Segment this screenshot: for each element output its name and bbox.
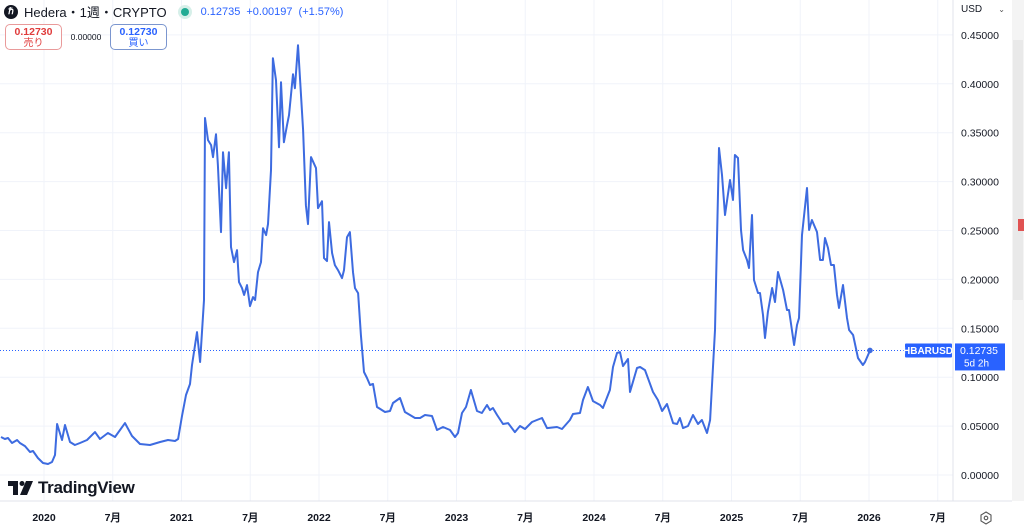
- series-line-hbarusd: [0, 44, 871, 465]
- last-price-label: HBARUSD 0.12735 5d 2h: [903, 343, 1005, 371]
- y-tick-label: 0.35000: [961, 128, 999, 140]
- x-tick-label: 2021: [170, 512, 194, 524]
- sell-label: 売り: [23, 38, 44, 49]
- x-tick-label: 7月: [105, 512, 121, 524]
- y-tick-label: 0.05000: [961, 421, 999, 433]
- x-tick-label: 7月: [655, 512, 671, 524]
- currency-label: USD: [961, 4, 983, 15]
- y-tick-label: 0.20000: [961, 274, 999, 286]
- x-tick-label: 7月: [792, 512, 808, 524]
- buy-label: 買い: [128, 38, 149, 49]
- last-point-marker: [867, 347, 873, 354]
- x-tick-label: 2025: [720, 512, 744, 524]
- y-tick-label: 0.00000: [961, 470, 999, 482]
- alert-marker[interactable]: [1018, 219, 1024, 231]
- y-tick-label: 0.15000: [961, 323, 999, 335]
- ticker-label: HBARUSD: [903, 346, 953, 357]
- tradingview-logo-icon: [8, 481, 33, 495]
- brand-name: TradingView: [38, 478, 135, 497]
- spread-value: 0.00000: [70, 32, 102, 42]
- currency-selector[interactable]: USD ⌄: [957, 1, 1009, 18]
- x-tick-label: 7月: [930, 512, 946, 524]
- chevron-down-icon: ⌄: [998, 5, 1005, 14]
- trade-buttons: 0.12730 売り 0.00000 0.12730 買い: [5, 24, 167, 50]
- price-scale-handle[interactable]: [1013, 40, 1023, 300]
- x-tick-label: 2020: [32, 512, 56, 524]
- x-tick-label: 2024: [582, 512, 606, 524]
- settings-gear-icon[interactable]: [979, 511, 993, 525]
- price-change: +0.00197: [246, 5, 293, 18]
- price-label-box: [955, 343, 1005, 371]
- buy-button[interactable]: 0.12730 買い: [110, 24, 167, 50]
- x-tick-label: 2026: [857, 512, 881, 524]
- y-tick-label: 0.10000: [961, 372, 999, 384]
- x-tick-label: 7月: [517, 512, 533, 524]
- y-tick-label: 0.25000: [961, 226, 999, 238]
- y-tick-label: 0.45000: [961, 30, 999, 42]
- x-tick-label: 7月: [242, 512, 258, 524]
- last-price: 0.12735: [200, 5, 241, 18]
- hedera-logo-icon: ℏ: [4, 4, 18, 19]
- symbol-header: ℏ Hedera・1週・CRYPTO 0.12735 +0.00197 (+1.…: [4, 2, 343, 21]
- sell-button[interactable]: 0.12730 売り: [5, 24, 62, 50]
- sell-price: 0.12730: [14, 26, 53, 38]
- price-change-percent: (+1.57%): [298, 5, 344, 18]
- grid: [0, 0, 953, 501]
- price-label-value: 0.12735: [960, 345, 998, 357]
- time-axis[interactable]: 2020 7月 2021 7月 2022 7月 2023 7月 2024 7月 2025 7月 2026…: [32, 512, 946, 524]
- tradingview-logo[interactable]: TradingView: [8, 478, 135, 498]
- x-tick-label: 7月: [380, 512, 396, 524]
- y-tick-label: 0.40000: [961, 79, 999, 91]
- x-tick-label: 2023: [445, 512, 469, 524]
- symbol-title[interactable]: Hedera・1週・CRYPTO: [24, 5, 167, 20]
- buy-price: 0.12730: [119, 26, 158, 38]
- ticker-label-box: [905, 343, 952, 358]
- market-status-icon: [180, 7, 189, 16]
- x-tick-label: 2022: [307, 512, 331, 524]
- bar-countdown: 5d 2h: [964, 358, 989, 369]
- y-tick-label: 0.30000: [961, 177, 999, 189]
- price-axis[interactable]: 0.45000 0.40000 0.35000 0.30000 0.25000 0.200…: [961, 30, 999, 482]
